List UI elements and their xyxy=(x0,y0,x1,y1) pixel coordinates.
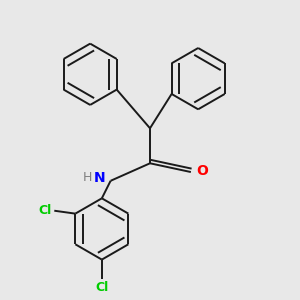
Text: Cl: Cl xyxy=(95,281,109,295)
Text: N: N xyxy=(94,171,105,185)
Text: H: H xyxy=(83,171,92,184)
Text: Cl: Cl xyxy=(39,204,52,217)
Text: O: O xyxy=(196,164,208,178)
